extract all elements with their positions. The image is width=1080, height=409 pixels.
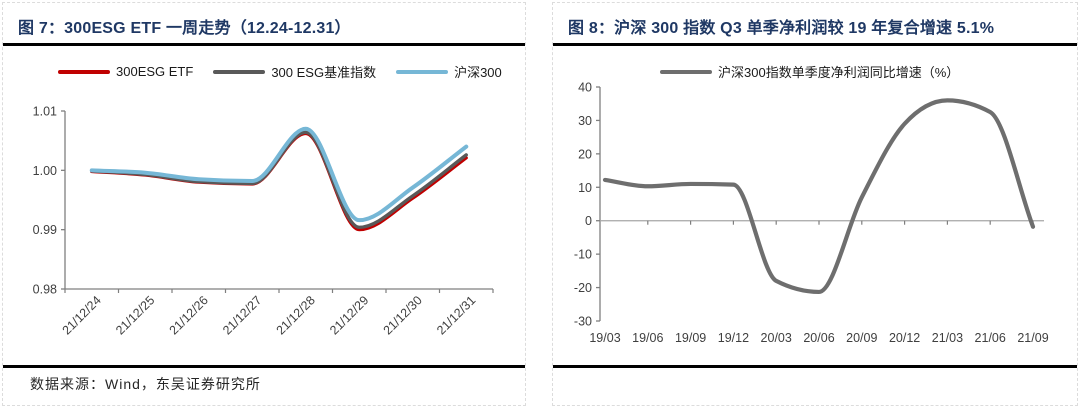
legend-label-profit-growth: 沪深300指数单季度净利润同比增速（%） [718,65,960,80]
y-tick-label: 0.99 [33,223,57,237]
x-tick-label: 19/03 [589,331,620,345]
etf-line-swatch [58,69,110,74]
y-tick-label: 20 [578,147,592,161]
x-tick-label: 21/12/28 [274,293,318,337]
legend-item-profit-growth: 沪深300指数单季度净利润同比增速（%） [660,62,959,81]
y-tick-label: 10 [578,181,592,195]
figure-left-cell: 图 7：300ESG ETF 一周走势（12.24-12.31） [2,2,526,406]
legend-label-benchmark: 300 ESG基准指数 [271,65,377,80]
x-tick-label: 20/06 [803,331,834,345]
figure-left-title: 图 7：300ESG ETF 一周走势（12.24-12.31） [18,20,351,37]
y-tick-label: -10 [574,248,592,262]
figure-right-footer-rule [553,365,1077,368]
y-tick-label: 0 [585,214,592,228]
benchmark-line-swatch [213,69,266,74]
legend-label-hs300: 沪深300 [454,65,502,80]
y-tick-label: 0.98 [33,283,57,297]
x-tick-label: 21/03 [932,331,963,345]
series-line-1 [90,130,468,229]
x-tick-label: 21/12/27 [220,293,264,337]
y-tick-label: -30 [574,315,592,329]
x-tick-label: 21/09 [1017,331,1048,345]
legend-item-benchmark: 300 ESG基准指数 [213,62,376,81]
profit-growth-line-swatch [660,69,712,74]
series-line-0 [602,98,1036,295]
x-tick-label: 20/03 [761,331,792,345]
series-line-2 [89,126,469,223]
x-tick-label: 21/12/25 [113,293,157,337]
figure-left-title-rule [3,43,525,46]
x-tick-label: 20/09 [846,331,877,345]
x-tick-label: 21/12/29 [327,293,371,337]
x-tick-label: 21/12/26 [167,293,211,337]
legend-item-etf: 300ESG ETF [58,64,193,79]
x-tick-label: 21/12/31 [434,293,478,337]
figure-left-footer-rule [3,365,525,368]
y-tick-label: -20 [574,281,592,295]
x-tick-label: 19/09 [675,331,706,345]
right-line-chart: 40 30 20 10 0 -10 -20 -30 19/03 19/06 19/09 19/12 20… [574,81,1049,346]
y-tick-label: 1.00 [33,164,57,178]
figure-right-title: 图 8：沪深 300 指数 Q3 单季净利润较 19 年复合增速 5.1% [568,20,995,37]
hs300-line-swatch [396,69,449,74]
legend-label-etf: 300ESG ETF [116,64,194,79]
y-tick-label: 40 [578,81,592,95]
right-chart-legend: 沪深300指数单季度净利润同比增速（%） [660,62,959,81]
series-line-0 [90,131,468,232]
x-tick-label: 21/06 [975,331,1006,345]
figure-right-title-rule [553,43,1077,46]
figure-right-cell: 图 8：沪深 300 指数 Q3 单季净利润较 19 年复合增速 5.1% [552,2,1078,406]
x-tick-label: 21/12/30 [381,293,425,337]
x-tick-label: 19/06 [632,331,663,345]
y-tick-label: 30 [578,114,592,128]
data-source-note: 数据来源：Wind，东吴证券研究所 [30,376,261,392]
x-tick-label: 20/12 [889,331,920,345]
left-chart-legend: 300ESG ETF 300 ESG基准指数 沪深300 [58,62,502,81]
legend-item-hs300: 沪深300 [396,62,502,81]
x-tick-label: 19/12 [718,331,749,345]
y-tick-label: 1.01 [33,105,57,119]
x-tick-label: 21/12/24 [60,293,104,337]
